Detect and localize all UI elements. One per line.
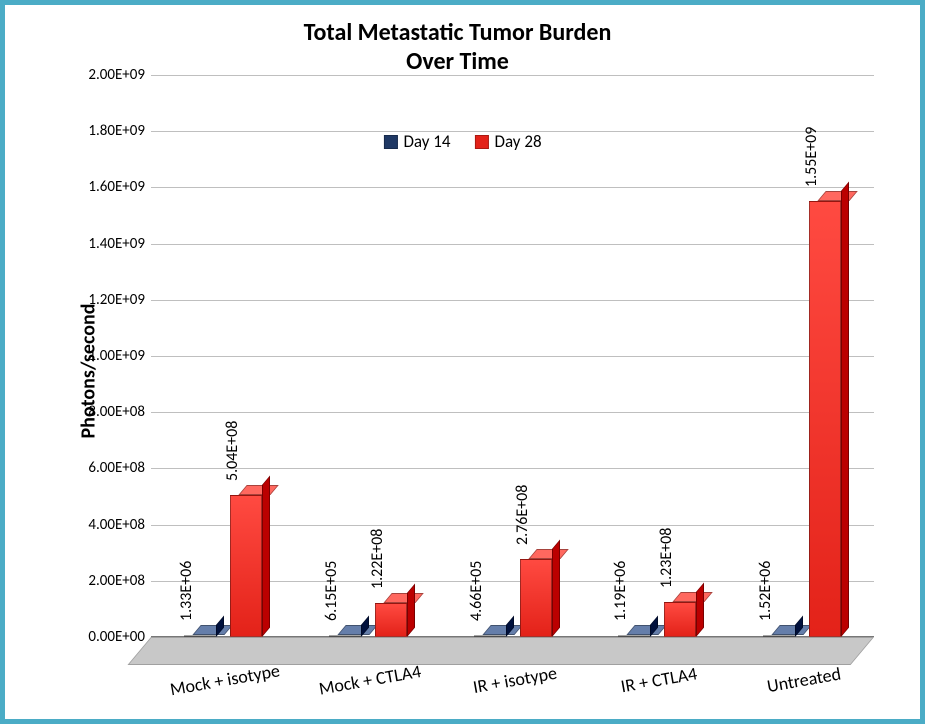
bar-day28: 2.76E+08 bbox=[520, 559, 552, 637]
chart-frame: Total Metastatic Tumor Burden Over Time … bbox=[0, 0, 925, 724]
title-line-2: Over Time bbox=[406, 47, 509, 76]
data-label: 4.66E+05 bbox=[467, 561, 486, 635]
y-tick-label: 1.60E+09 bbox=[69, 178, 145, 196]
data-label: 1.23E+08 bbox=[657, 528, 676, 602]
bar-group: 1.19E+06 1.23E+08 bbox=[618, 602, 696, 637]
bar-top bbox=[482, 625, 522, 635]
data-label: 2.76E+08 bbox=[513, 485, 532, 559]
data-label: 6.15E+05 bbox=[322, 561, 341, 635]
bar-group: 6.15E+05 1.22E+08 bbox=[329, 603, 407, 637]
chart-title: Total Metastatic Tumor Burden Over Time bbox=[15, 19, 900, 77]
title-line-1: Total Metastatic Tumor Burden bbox=[304, 18, 612, 47]
data-label: 1.55E+09 bbox=[802, 127, 821, 201]
data-label: 1.22E+08 bbox=[368, 528, 387, 602]
bar-top bbox=[528, 549, 568, 559]
bar-front bbox=[664, 602, 696, 637]
plot-area: 0.00E+002.00E+084.00E+086.00E+088.00E+08… bbox=[151, 75, 874, 637]
bar-front bbox=[329, 635, 361, 637]
bar-front bbox=[184, 635, 216, 637]
gridline bbox=[151, 131, 874, 132]
bar-side bbox=[552, 540, 560, 637]
bar-day28: 1.23E+08 bbox=[664, 602, 696, 637]
bar-side bbox=[841, 182, 849, 637]
bar-side bbox=[407, 583, 415, 637]
x-axis-label: Mock + CTLA4 bbox=[317, 660, 423, 700]
bar-front bbox=[520, 559, 552, 637]
data-label: 1.19E+06 bbox=[611, 561, 630, 635]
bar-day14: 4.66E+05 bbox=[474, 635, 506, 637]
bar-day28: 5.04E+08 bbox=[230, 495, 262, 637]
bar-top bbox=[626, 625, 666, 635]
bar-top bbox=[383, 593, 423, 603]
x-axis-label: IR + isotype bbox=[471, 662, 558, 698]
bar-front bbox=[618, 635, 650, 637]
data-label: 5.04E+08 bbox=[223, 421, 242, 495]
y-tick-label: 4.00E+08 bbox=[69, 516, 145, 534]
x-axis-label: IR + CTLA4 bbox=[619, 662, 699, 697]
y-tick-label: 2.00E+08 bbox=[69, 572, 145, 590]
data-label: 1.52E+06 bbox=[756, 561, 775, 635]
y-tick-label: 6.00E+08 bbox=[69, 459, 145, 477]
bar-top bbox=[771, 625, 811, 635]
y-tick-label: 1.80E+09 bbox=[69, 122, 145, 140]
bar-group: 1.52E+06 1.55E+09 bbox=[763, 201, 841, 637]
bar-front bbox=[809, 201, 841, 637]
x-axis-label: Mock + isotype bbox=[169, 659, 282, 700]
bar-day14: 6.15E+05 bbox=[329, 635, 361, 637]
y-tick-label: 1.00E+09 bbox=[69, 347, 145, 365]
data-label: 1.33E+06 bbox=[177, 561, 196, 635]
bar-side bbox=[696, 583, 704, 637]
bar-top bbox=[337, 625, 377, 635]
bar-group: 1.33E+06 5.04E+08 bbox=[184, 495, 262, 637]
bar-top bbox=[817, 191, 857, 201]
y-tick-label: 0.00E+00 bbox=[69, 628, 145, 646]
bar-front bbox=[375, 603, 407, 637]
bar-day14: 1.33E+06 bbox=[184, 635, 216, 637]
bar-group: 4.66E+05 2.76E+08 bbox=[474, 559, 552, 637]
bar-day28: 1.55E+09 bbox=[809, 201, 841, 637]
y-tick-label: 2.00E+09 bbox=[69, 66, 145, 84]
bar-front bbox=[230, 495, 262, 637]
chart-floor bbox=[128, 637, 874, 665]
bar-day28: 1.22E+08 bbox=[375, 603, 407, 637]
y-tick-label: 1.20E+09 bbox=[69, 291, 145, 309]
bar-day14: 1.19E+06 bbox=[618, 635, 650, 637]
bar-top bbox=[239, 485, 279, 495]
bar-top bbox=[193, 625, 233, 635]
bar-top bbox=[672, 592, 712, 602]
gridline bbox=[151, 75, 874, 76]
bar-front bbox=[763, 635, 795, 637]
y-tick-label: 1.40E+09 bbox=[69, 235, 145, 253]
bar-side bbox=[262, 476, 270, 637]
bar-day14: 1.52E+06 bbox=[763, 635, 795, 637]
chart-area: Photons/second 0.00E+002.00E+084.00E+086… bbox=[67, 75, 884, 667]
y-tick-label: 8.00E+08 bbox=[69, 403, 145, 421]
x-axis-label: Untreated bbox=[765, 663, 842, 698]
bar-front bbox=[474, 635, 506, 637]
gridline bbox=[151, 187, 874, 188]
